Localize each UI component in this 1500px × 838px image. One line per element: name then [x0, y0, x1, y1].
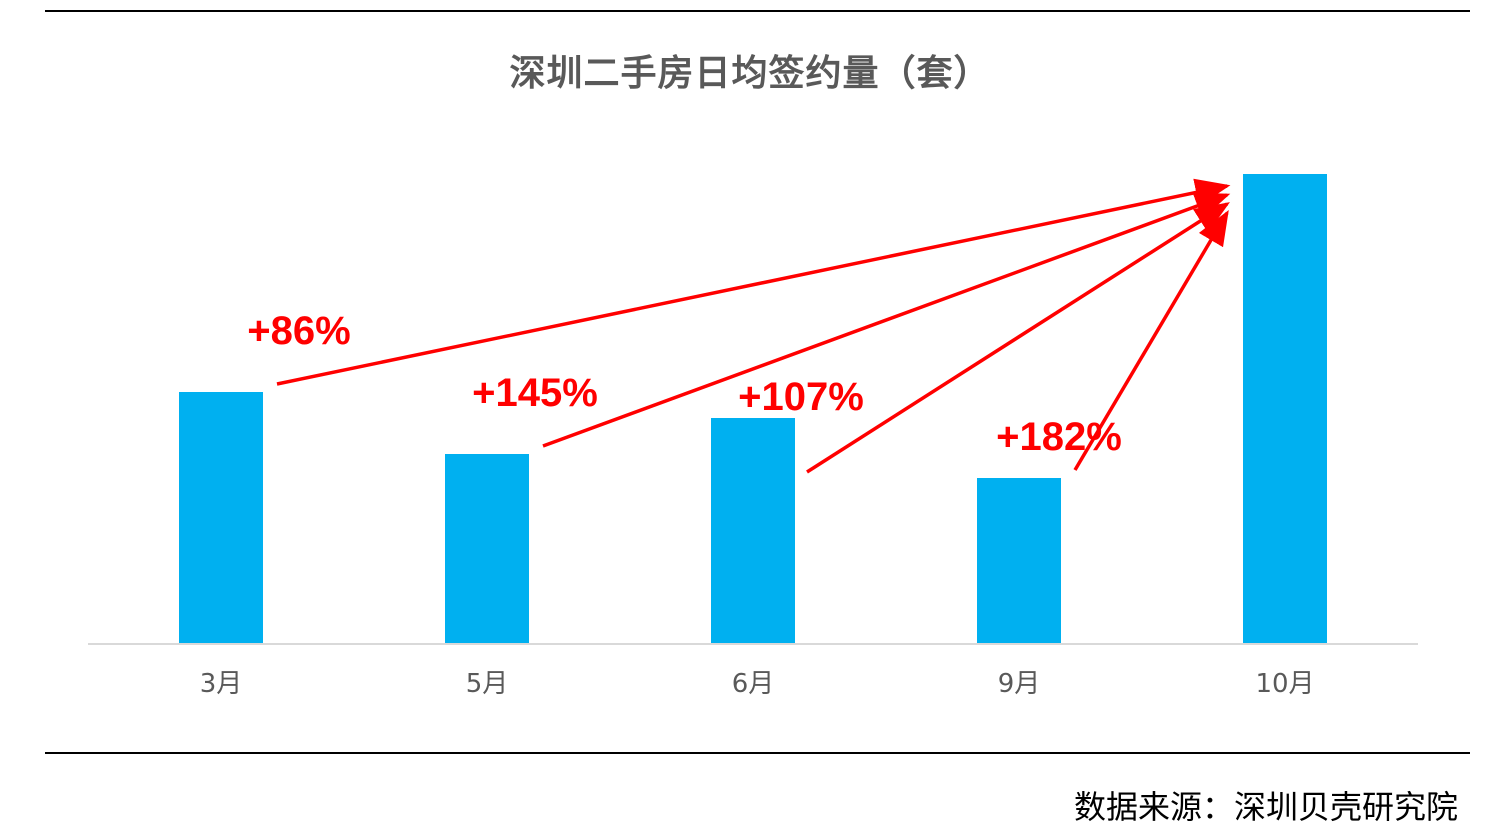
growth-label-4: +182%	[996, 415, 1122, 459]
chart-title: 深圳二手房日均签约量（套）	[509, 53, 991, 94]
growth-arrow-3	[806, 202, 1230, 474]
bar-5	[1243, 174, 1327, 644]
growth-label-1: +86%	[247, 309, 350, 353]
top-rule	[45, 10, 1470, 12]
bottom-rule	[45, 752, 1470, 754]
x-tick-label: 3月	[200, 669, 243, 699]
bar-chart: 3月 5月 6月 9月 10月 +86% +145% +107% +182%	[88, 174, 1418, 699]
x-tick-label: 10月	[1255, 669, 1314, 699]
x-tick-label: 5月	[466, 669, 509, 699]
growth-arrow-1	[276, 178, 1231, 386]
bar-4	[977, 478, 1061, 644]
x-tick-label: 9月	[998, 669, 1041, 699]
growth-arrow-4	[1073, 209, 1229, 471]
growth-arrow-2	[542, 192, 1231, 448]
growth-label-2: +145%	[472, 371, 598, 415]
growth-label-3: +107%	[738, 375, 864, 419]
x-tick-label: 6月	[732, 669, 775, 699]
source-note: 数据来源：深圳贝壳研究院	[1073, 788, 1458, 826]
bar-2	[445, 454, 529, 644]
bar-1	[179, 392, 263, 644]
bar-3	[711, 418, 795, 644]
